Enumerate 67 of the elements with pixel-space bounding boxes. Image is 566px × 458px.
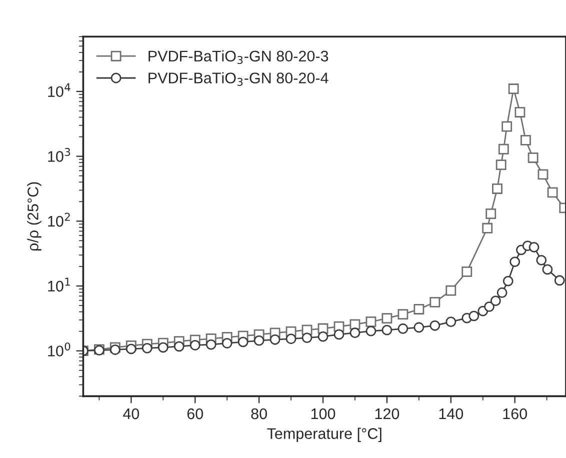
point	[430, 320, 440, 331]
y-tick-label: 10$^{0}$	[48, 342, 70, 356]
y-axis-title: ρ/ρ (25°C)	[27, 182, 42, 251]
point	[350, 328, 360, 338]
x-axis-title: Temperature [°C]	[267, 428, 382, 442]
legend-label: PVDF-BaTiO$_{3}$-GN 80-20-3	[148, 50, 328, 64]
point	[490, 296, 501, 306]
point	[174, 341, 184, 352]
point	[222, 338, 232, 348]
point	[492, 184, 502, 194]
point	[502, 276, 514, 286]
point	[190, 340, 200, 350]
point	[382, 324, 392, 336]
point	[486, 208, 496, 219]
point	[528, 152, 538, 163]
point	[382, 313, 392, 324]
point	[462, 266, 472, 277]
point	[496, 287, 508, 298]
x-tick-label: 100	[311, 408, 336, 420]
legend-label: PVDF-BaTiO$_{3}$-GN 80-20-4	[148, 72, 328, 86]
point	[398, 323, 408, 334]
point	[482, 222, 493, 234]
point	[270, 334, 280, 345]
point	[496, 160, 506, 170]
x-tick-label: 120	[375, 408, 400, 420]
point	[468, 310, 480, 322]
y-tick-label: 10$^{4}$	[48, 83, 70, 98]
point	[126, 344, 136, 354]
point	[414, 304, 424, 314]
point	[254, 335, 264, 346]
point	[446, 285, 456, 296]
point	[302, 332, 312, 343]
x-tick-label: 60	[187, 408, 204, 420]
point	[366, 316, 376, 327]
point	[502, 121, 512, 132]
y-tick-label: 10$^{3}$	[48, 148, 70, 162]
point	[334, 329, 344, 340]
point	[366, 326, 376, 336]
x-tick-label: 140	[439, 408, 464, 420]
point	[414, 322, 424, 333]
point	[542, 264, 553, 275]
point	[538, 169, 548, 180]
x-tick-label: 80	[251, 408, 267, 420]
point	[318, 331, 328, 342]
point	[508, 84, 519, 94]
point	[510, 256, 520, 268]
point	[158, 342, 168, 353]
point	[110, 344, 120, 355]
point	[554, 275, 565, 286]
x-tick-label: 160	[503, 408, 527, 420]
point	[142, 342, 152, 354]
y-tick-label: 10$^{2}$	[48, 212, 70, 227]
point	[536, 254, 547, 266]
point	[514, 107, 526, 118]
point	[238, 336, 248, 348]
point	[430, 296, 440, 308]
point	[547, 187, 558, 198]
y-tick-label: 10$^{1}$	[48, 278, 70, 292]
point	[446, 316, 456, 328]
x-tick-label: 40	[123, 408, 140, 420]
point	[484, 301, 494, 312]
point	[520, 135, 531, 146]
point	[398, 309, 408, 320]
point	[528, 242, 540, 252]
point	[206, 339, 216, 350]
point	[498, 144, 509, 154]
point	[286, 334, 296, 344]
